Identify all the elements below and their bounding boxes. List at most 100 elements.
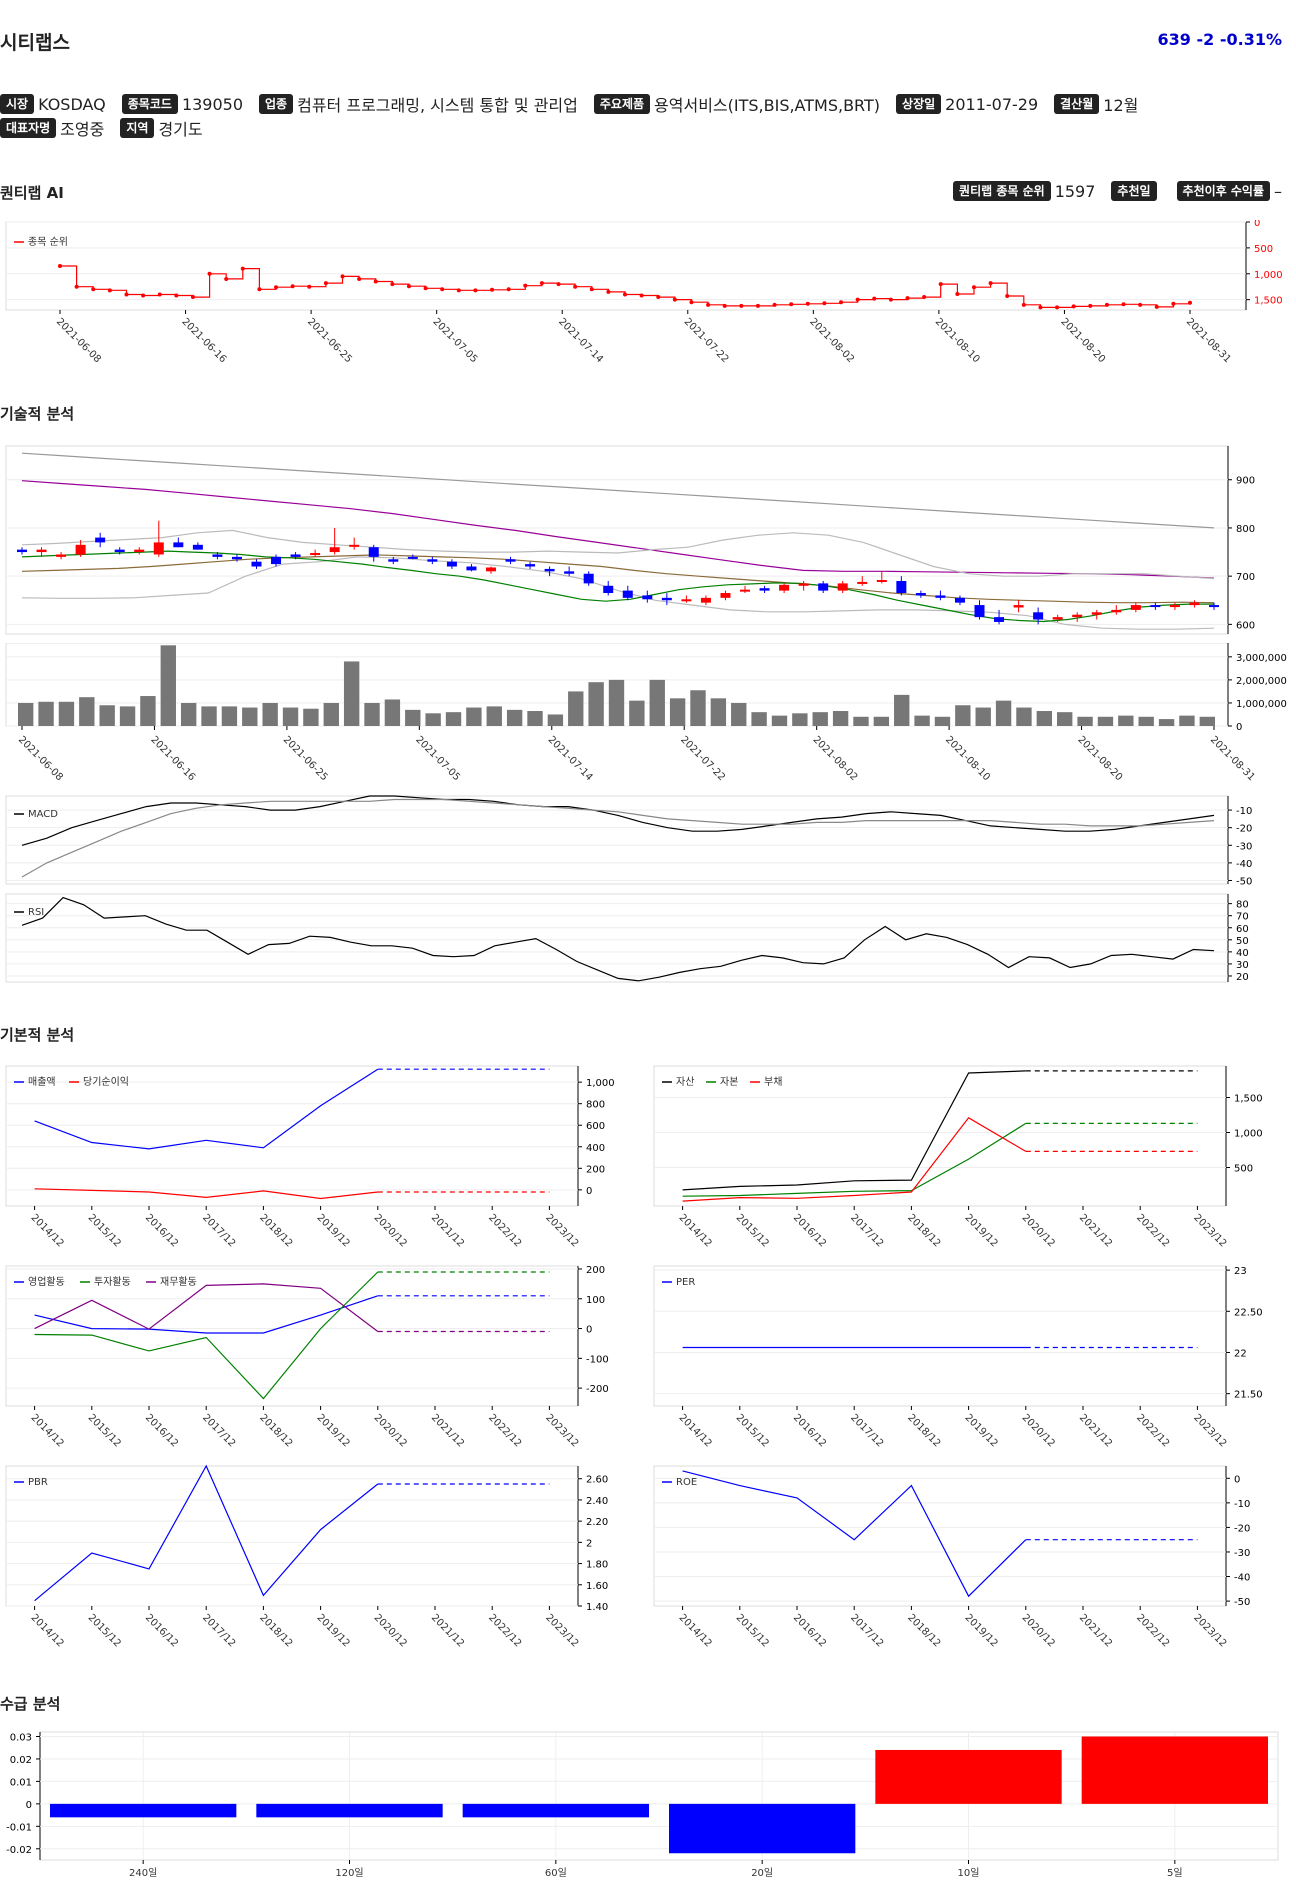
x-tick-label: 2023/12 (543, 1212, 580, 1249)
candle-body (95, 537, 106, 543)
x-tick-label: 2021-06-08 (16, 734, 65, 783)
candle-body (231, 556, 242, 560)
x-tick-label: 2017/12 (848, 1612, 885, 1649)
rank-point (423, 286, 428, 291)
candle-body (1091, 612, 1102, 615)
candle-body (818, 583, 829, 591)
volume-bar (1158, 719, 1175, 726)
market-label: 시장 (0, 94, 35, 114)
macd-line (21, 798, 1215, 878)
rank-point (606, 289, 611, 294)
volume-bar (588, 682, 604, 726)
rank-point (390, 282, 395, 287)
x-tick-label: 2019/12 (962, 1612, 999, 1649)
cashflow-chart: -200 -100 0 100 200 영업활동 투자활동 재무활동 2014/12 2015/1… (5, 1265, 609, 1449)
rank-point (406, 284, 411, 289)
legend-label: 부채 (764, 1076, 782, 1088)
supply-bar (462, 1803, 649, 1818)
pbr-chart: 1.40 1.60 1.80 2 2.20 2.40 2.60 PBR 2014/12 2015/… (5, 1464, 608, 1649)
rank-point (589, 287, 594, 292)
ma_green-line (21, 550, 1214, 623)
x-tick-label: 2015/12 (86, 1212, 123, 1249)
candle-body (935, 595, 946, 598)
volume-bar (79, 697, 95, 726)
volume-bar (486, 706, 502, 726)
rank-point (639, 293, 644, 298)
x-tick-label: 2023/12 (543, 1612, 580, 1649)
candle-body (1209, 605, 1219, 608)
volume-bar (262, 702, 278, 726)
volume-bar (710, 698, 727, 726)
y-tick-label: -40 (1234, 1573, 1250, 1584)
candle-body (661, 597, 672, 601)
candle-body (1072, 614, 1083, 618)
y-tick-label: -50 (1234, 1597, 1250, 1608)
x-tick-label: 2020/12 (1020, 1412, 1057, 1449)
candle-body (603, 585, 614, 594)
region-value: 경기도 (158, 120, 203, 139)
y-tick-label: 60 (1236, 924, 1249, 935)
y-tick-label: 0.02 (10, 1755, 32, 1766)
rank-point (290, 284, 295, 289)
legend-label: MACD (28, 809, 58, 820)
rank-point (755, 303, 760, 308)
volume-bar (119, 706, 136, 726)
x-tick-label: 120일 (335, 1867, 363, 1879)
candle-body (505, 559, 516, 562)
y-tick-label: 0 (1236, 722, 1242, 733)
x-tick-label: 2021/12 (429, 1212, 466, 1249)
rank-point (1104, 302, 1109, 307)
volume-bar (364, 702, 380, 726)
candle-body (896, 580, 907, 594)
x-tick-label: 10일 (958, 1867, 980, 1879)
candle-body (485, 567, 496, 572)
rank-point (656, 295, 661, 300)
volume-bar (547, 714, 564, 726)
candle-body (349, 544, 360, 547)
y-tick-label: 80 (1236, 900, 1249, 911)
candle-body (759, 588, 770, 591)
volume-chart: 0 1,000,000 2,000,000 3,000,000 2021-06-08 20… (5, 643, 1287, 783)
product-label: 주요제품 (593, 94, 651, 114)
x-tick-label: 2021-08-10 (933, 316, 982, 365)
rank-point (772, 302, 777, 307)
x-tick-label: 2023/12 (1191, 1612, 1228, 1649)
candle-body (17, 549, 27, 553)
candle-body (954, 597, 965, 603)
rank-point (839, 300, 844, 305)
rank-point (506, 287, 511, 292)
balance-series-line (682, 1122, 1027, 1197)
x-tick-label: 2018/12 (905, 1612, 942, 1649)
cashflow-series-line (34, 1283, 379, 1332)
balance-series-line (682, 1070, 1026, 1191)
rank-point (722, 303, 727, 308)
revenue-chart: 0 200 400 600 800 1,000 매출액 당기순이익 2014/12 2015/12… (5, 1065, 615, 1249)
candle-body (290, 554, 301, 557)
rank-point (1138, 302, 1143, 307)
x-tick-label: 2019/12 (314, 1612, 351, 1649)
x-tick-label: 60일 (545, 1867, 567, 1879)
price-candlestick-chart: 600 700 800 900 (5, 445, 1255, 635)
volume-bar (343, 661, 360, 726)
x-tick-label: 2022/12 (486, 1412, 523, 1449)
ma_purple-line (21, 480, 1215, 579)
legend-label: 자산 (676, 1076, 694, 1088)
macd-chart: -10 -20 -30 -40 -50 MACD (5, 795, 1252, 887)
x-tick-label: 2023/12 (1191, 1212, 1228, 1249)
supply-section-title: 수급 분석 (0, 1695, 61, 1713)
volume-bar (466, 707, 482, 726)
x-tick-label: 2021-08-20 (1058, 316, 1107, 365)
candle-body (837, 583, 848, 591)
x-tick-label: 2017/12 (848, 1412, 885, 1449)
candle-body (56, 554, 67, 557)
rank-point (1154, 304, 1159, 309)
volume-bar (873, 716, 890, 726)
market-value: KOSDAQ (38, 94, 106, 114)
candle-body (1130, 605, 1141, 610)
y-tick-label: -40 (1236, 859, 1252, 870)
y-tick-label: 800 (586, 1100, 605, 1111)
x-tick-label: 2017/12 (200, 1212, 237, 1249)
candle-body (583, 573, 594, 584)
rec-return-value: – (1274, 181, 1282, 201)
y-tick-label: 21.50 (1234, 1390, 1263, 1401)
